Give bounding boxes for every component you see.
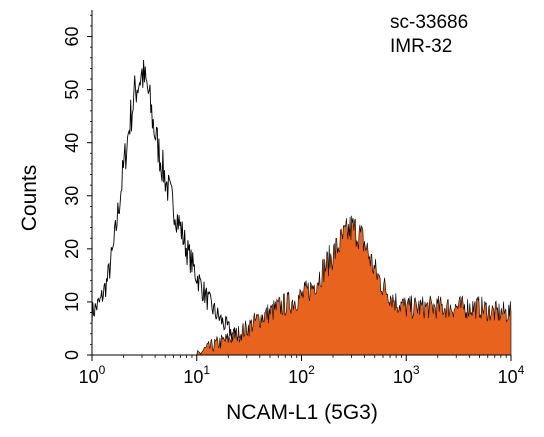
plot-area	[91, 59, 512, 357]
y-tick-label-60: 60	[62, 27, 82, 47]
y-tick-label-10: 10	[62, 292, 82, 312]
x-tick-label-exponent: 2	[308, 363, 315, 377]
x-tick-label-exponent: 4	[518, 363, 525, 377]
x-tick-label-base: 10	[183, 367, 203, 387]
y-tick-label-40: 40	[62, 133, 82, 153]
x-tick-label-3: 103	[393, 363, 420, 387]
chart-text: sc-33686 IMR-32 NCAM-L1 (5G3) Counts	[18, 12, 468, 424]
x-tick-label-exponent: 3	[413, 363, 420, 377]
x-tick-label-0: 100	[79, 363, 106, 387]
x-tick-label-base: 10	[288, 367, 308, 387]
x-axis-title: NCAM-L1 (5G3)	[226, 401, 378, 424]
y-axis-title: Counts	[18, 165, 41, 232]
x-tick-label-exponent: 0	[99, 363, 106, 377]
x-tick-label-base: 10	[393, 367, 413, 387]
series-0-outline-histogram	[91, 59, 302, 357]
y-tick-label-20: 20	[62, 239, 82, 259]
y-tick-label-30: 30	[62, 186, 82, 206]
x-tick-label-1: 101	[183, 363, 210, 387]
x-tick-label-base: 10	[79, 367, 99, 387]
series-1-filled-histogram	[196, 215, 512, 356]
annotation-cell-line: IMR-32	[390, 36, 452, 57]
annotation-catalog-number: sc-33686	[390, 12, 468, 33]
x-tick-label-exponent: 1	[203, 363, 210, 377]
x-tick-label-2: 102	[288, 363, 315, 387]
x-tick-label-base: 10	[498, 367, 518, 387]
x-tick-label-4: 104	[498, 363, 525, 387]
y-tick-label-50: 50	[62, 80, 82, 100]
y-tick-label-0: 0	[62, 350, 82, 360]
